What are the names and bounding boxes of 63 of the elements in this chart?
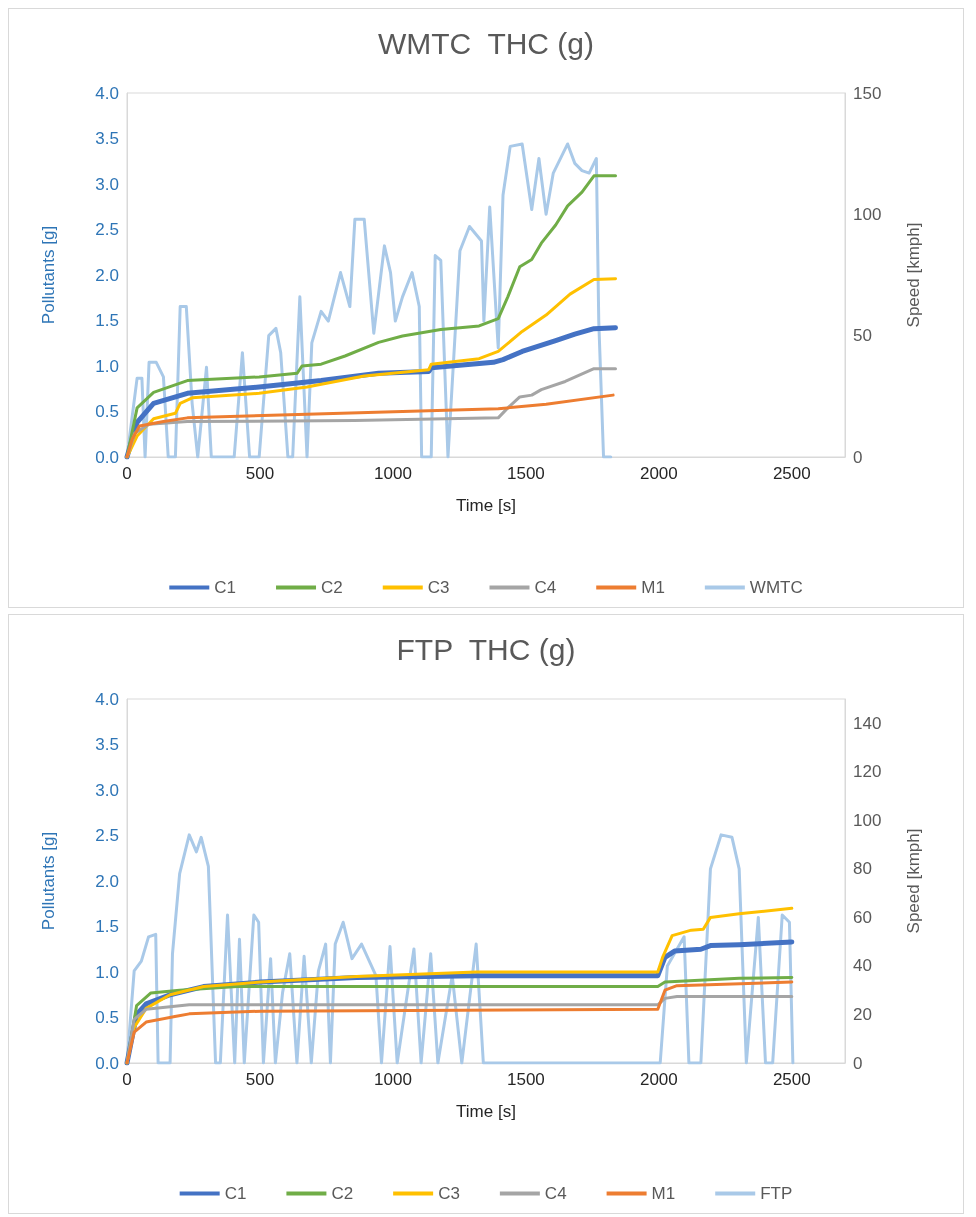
y2-axis-title: Speed [kmph] — [904, 828, 923, 934]
legend-label: WMTC — [749, 578, 803, 597]
y-tick-label: 3.5 — [95, 735, 119, 754]
y2-tick-label: 140 — [853, 713, 882, 733]
x-tick-label: 2500 — [772, 464, 811, 483]
y2-tick-label: 50 — [853, 326, 872, 346]
y-axis-title: Pollutants [g] — [39, 831, 58, 931]
x-tick-label: 0 — [122, 1070, 132, 1089]
x-axis-title: Time [s] — [456, 496, 516, 515]
y-tick-label: 4.0 — [95, 83, 119, 103]
y-tick-label: 1.5 — [95, 917, 119, 936]
y-tick-label: 3.0 — [95, 780, 119, 800]
y2-tick-label: 0 — [853, 1053, 863, 1073]
y-tick-label: 2.0 — [95, 265, 119, 285]
chart-title: FTP THC (g) — [396, 632, 576, 666]
y2-tick-label: 60 — [853, 907, 872, 927]
y2-tick-label: 100 — [853, 204, 882, 224]
x-tick-label: 1000 — [374, 464, 412, 483]
legend-label: M1 — [641, 578, 665, 597]
line-series — [125, 393, 615, 459]
y-tick-label: 2.0 — [95, 871, 119, 891]
legend-label: C1 — [214, 578, 237, 597]
y-tick-label: 2.5 — [95, 826, 119, 845]
x-axis-title: Time [s] — [456, 1102, 516, 1121]
y2-tick-label: 80 — [853, 859, 872, 879]
y2-tick-label: 0 — [853, 447, 863, 467]
y-tick-label: 0.5 — [95, 1008, 119, 1027]
x-tick-label: 0 — [122, 464, 132, 483]
y-tick-label: 2.5 — [95, 220, 119, 239]
x-tick-label: 1500 — [506, 1070, 545, 1089]
x-tick-label: 500 — [245, 464, 275, 483]
legend-label: C1 — [224, 1184, 247, 1203]
x-tick-label: 2000 — [639, 1070, 678, 1089]
y2-tick-label: 40 — [853, 956, 872, 976]
legend-label: C4 — [534, 578, 557, 597]
y-tick-label: 3.5 — [95, 129, 119, 148]
y-tick-label: 1.5 — [95, 311, 119, 330]
chart-title: WMTC THC (g) — [377, 26, 595, 60]
legend-label: C2 — [331, 1184, 354, 1203]
y-tick-label: 4.0 — [95, 689, 119, 709]
x-tick-label: 1500 — [506, 464, 545, 483]
y2-tick-label: 150 — [853, 83, 882, 103]
legend-label: FTP — [760, 1184, 793, 1203]
y2-tick-label: 100 — [853, 810, 882, 830]
y-tick-label: 1.0 — [95, 962, 119, 982]
x-tick-label: 2000 — [639, 464, 678, 483]
legend-label: C2 — [321, 578, 343, 597]
y-tick-label: 1.0 — [95, 356, 119, 376]
legend-label: M1 — [651, 1184, 676, 1203]
y-tick-label: 0.0 — [95, 1053, 119, 1073]
y2-tick-label: 20 — [853, 1004, 872, 1024]
x-tick-label: 2500 — [772, 1070, 811, 1089]
y2-axis-title: Speed [kmph] — [904, 222, 923, 328]
legend-label: C3 — [427, 578, 450, 597]
y2-tick-label: 120 — [853, 762, 882, 782]
y-axis-title: Pollutants [g] — [39, 225, 58, 325]
y-tick-label: 0.0 — [95, 447, 119, 467]
x-tick-label: 500 — [245, 1070, 275, 1089]
y-tick-label: 0.5 — [95, 402, 119, 421]
legend-label: C3 — [438, 1184, 460, 1203]
y-tick-label: 3.0 — [95, 174, 119, 194]
legend-label: C4 — [544, 1184, 567, 1203]
x-tick-label: 1000 — [374, 1070, 412, 1089]
